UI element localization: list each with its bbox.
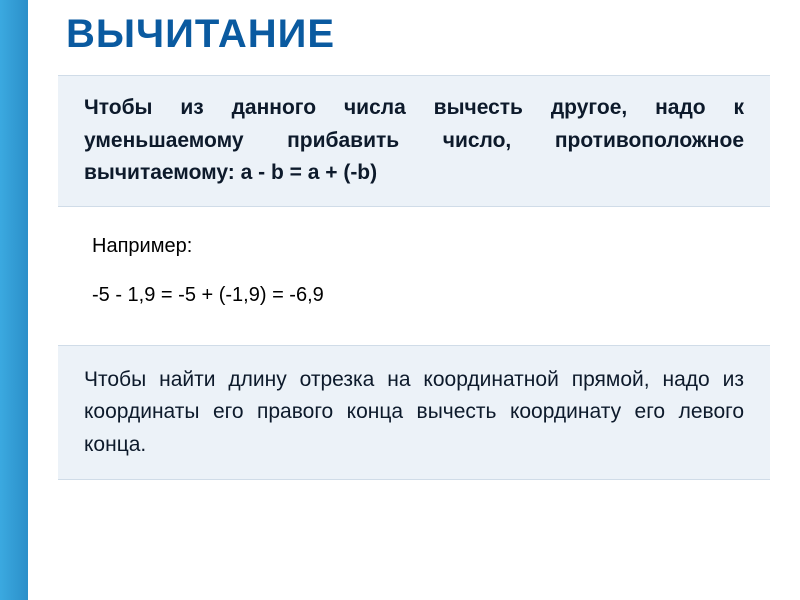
rule2-text: Чтобы найти длину отрезка на координатно… [84, 368, 744, 456]
rule-box-1: Чтобы из данного числа вычесть другое, н… [58, 75, 770, 207]
slide-title: ВЫЧИТАНИЕ [58, 12, 770, 57]
left-accent-bar [0, 0, 28, 600]
example-label: Например: [92, 235, 770, 258]
example-calculation: -5 - 1,9 = -5 + (-1,9) = -6,9 [92, 284, 770, 307]
slide-content: ВЫЧИТАНИЕ Чтобы из данного числа вычесть… [28, 0, 800, 600]
rule1-text: Чтобы из данного числа вычесть другое, н… [84, 96, 744, 184]
rule-box-2: Чтобы найти длину отрезка на координатно… [58, 345, 770, 481]
rule1-formula: a - b = a + (-b) [241, 161, 378, 184]
example-block: Например: -5 - 1,9 = -5 + (-1,9) = -6,9 [58, 235, 770, 307]
